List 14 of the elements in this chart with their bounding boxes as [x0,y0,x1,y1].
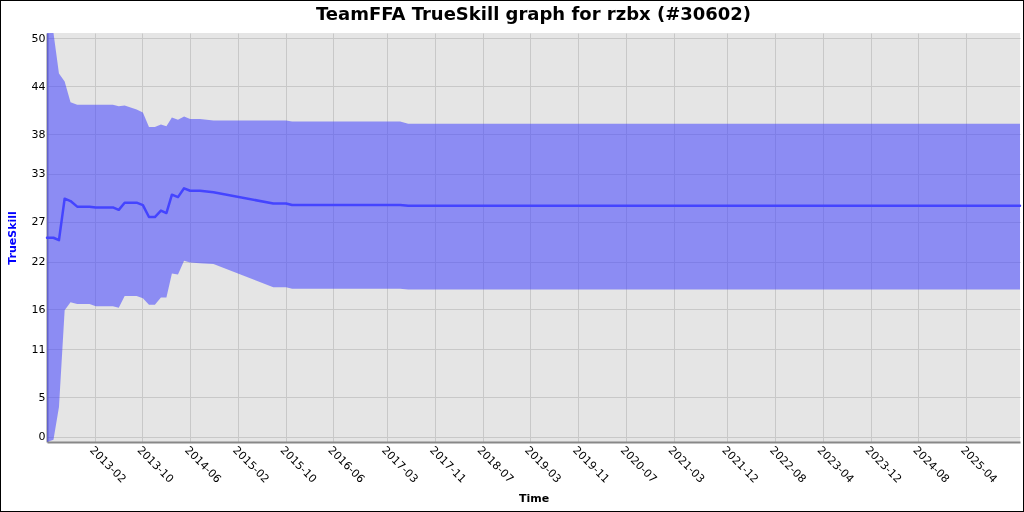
y-tick-label: 38 [31,127,46,141]
y-tick-label: 16 [31,302,46,316]
x-axis-title: Time [518,491,550,505]
y-tick-label: 0 [38,430,46,444]
y-tick-label: 33 [31,167,46,181]
chart-title: TeamFFA TrueSkill graph for rzbx (#30602) [315,3,752,25]
line-series [45,187,1022,242]
y-tick-label: 27 [31,215,46,229]
y-tick-label: 50 [31,32,46,45]
y-tick-label: 22 [31,255,46,269]
y-tick-label: 11 [31,342,46,356]
y-tick-label: 44 [31,79,46,93]
y-axis-title: TrueSkill [5,211,19,265]
y-tick-label: 5 [38,390,46,404]
